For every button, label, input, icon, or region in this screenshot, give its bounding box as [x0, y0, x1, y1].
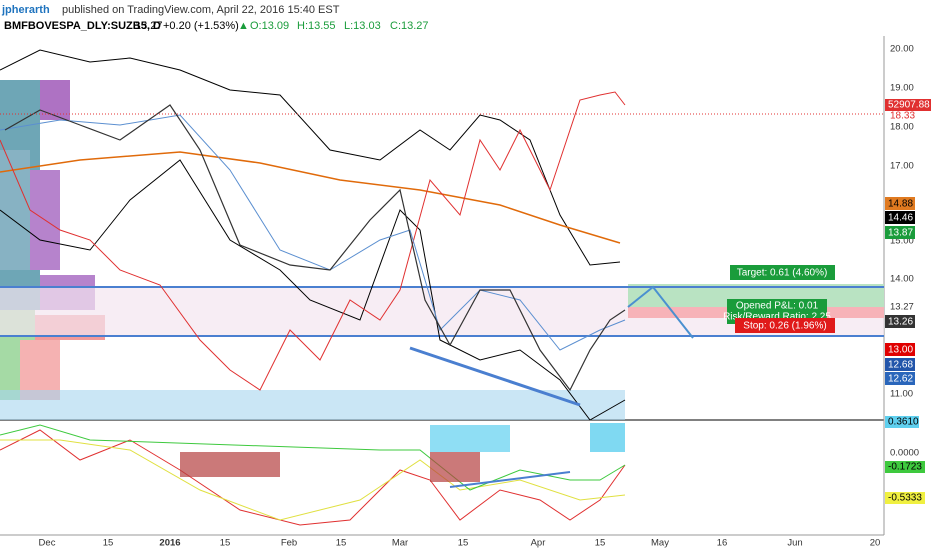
bollinger-upper [0, 49, 621, 266]
indicator-tag: -0.1723 [888, 462, 922, 473]
price-tag: 13.87 [888, 228, 913, 239]
stop-label: Stop: 0.26 (1.96%) [743, 321, 826, 332]
price-tag: 52907.88 [888, 100, 930, 111]
indicator-tag: 0.3610 [888, 417, 919, 428]
price-tick: 11.00 [890, 389, 913, 400]
date-tick: 15 [336, 538, 347, 549]
date-tick: May [651, 538, 669, 549]
ratio-label: Risk/Reward Ratio: 2.25 [723, 312, 831, 323]
histogram-pos [590, 423, 625, 452]
indicator-tag: -0.5333 [888, 493, 922, 504]
symbol-open: O:13.09 [250, 20, 289, 32]
date-tick: Jun [787, 538, 802, 549]
volume [0, 390, 625, 420]
symbol-change: +0.20 (+1.53%) [163, 20, 239, 32]
price-tag: 14.46 [888, 213, 913, 224]
date-tick: Dec [39, 538, 56, 549]
date-tick: 16 [717, 538, 728, 549]
date-tick: 15 [220, 538, 231, 549]
symbol-close: C:13.27 [390, 20, 429, 32]
date-tick: Apr [531, 538, 546, 549]
date-tick: 15 [458, 538, 469, 549]
symbol-name: BMFBOVESPA_DLY:SUZB5, D [4, 20, 161, 32]
price-tags: 52907.88 18.33 14.88 14.46 13.87 13.26 1… [885, 99, 931, 385]
date-tick: 20 [870, 538, 881, 549]
indicator-axis: 0.3610 0.0000 -0.1723 -0.5333 [885, 416, 925, 504]
price-tag: 14.88 [888, 199, 913, 210]
price-tick: 18.00 [890, 122, 914, 133]
price-tag: 18.33 [890, 111, 915, 122]
projection [627, 285, 694, 339]
date-axis: Dec 15 2016 15 Feb 15 Mar 15 Apr 15 May … [39, 538, 881, 549]
symbol-low: L:13.03 [344, 20, 381, 32]
price-tick: 13.27 [890, 302, 914, 313]
published: published on TradingView.com, April 22, … [62, 4, 340, 16]
author[interactable]: jpherarth [1, 4, 50, 16]
symbol-high: H:13.55 [297, 20, 336, 32]
histogram-neg [180, 452, 280, 477]
price-tag: 13.00 [888, 345, 913, 356]
ema [0, 114, 626, 351]
date-tick: 15 [103, 538, 114, 549]
stop-box [735, 318, 835, 333]
price-tick: 14.00 [890, 274, 914, 285]
price-tick: 15.00 [890, 236, 914, 247]
symbol-arrow: ▲ [238, 20, 249, 32]
date-tick: Mar [392, 538, 408, 549]
moving-average [0, 151, 621, 244]
target-box [730, 265, 835, 280]
date-tick: 15 [595, 538, 606, 549]
divergence-line [449, 471, 571, 488]
price-tag: 12.68 [888, 360, 913, 371]
price [4, 104, 626, 392]
histogram-neg [430, 452, 480, 482]
date-tick: 2016 [159, 538, 180, 549]
price-tick: 17.00 [890, 161, 914, 172]
target-label: Target: 0.61 (4.60%) [737, 268, 828, 279]
macd-line [0, 429, 626, 526]
price-tick: 19.00 [890, 83, 914, 94]
indicator-tick: 0.0000 [890, 448, 919, 459]
signal-line [0, 439, 626, 521]
symbol-last: 13.27 [135, 20, 163, 32]
date-tick: Feb [281, 538, 297, 549]
price-tag: 13.26 [888, 317, 913, 328]
pnl-label: Opened P&L: 0.01 [736, 301, 819, 312]
price-tick: 20.00 [890, 44, 914, 55]
histogram-pos [430, 425, 510, 452]
price-axis: 20.00 19.00 18.00 17.00 15.00 14.00 13.2… [890, 44, 914, 400]
rsi-overlay [0, 91, 626, 391]
bollinger-lower [0, 159, 626, 421]
price-tag: 12.62 [888, 374, 913, 385]
trendline [409, 346, 581, 407]
